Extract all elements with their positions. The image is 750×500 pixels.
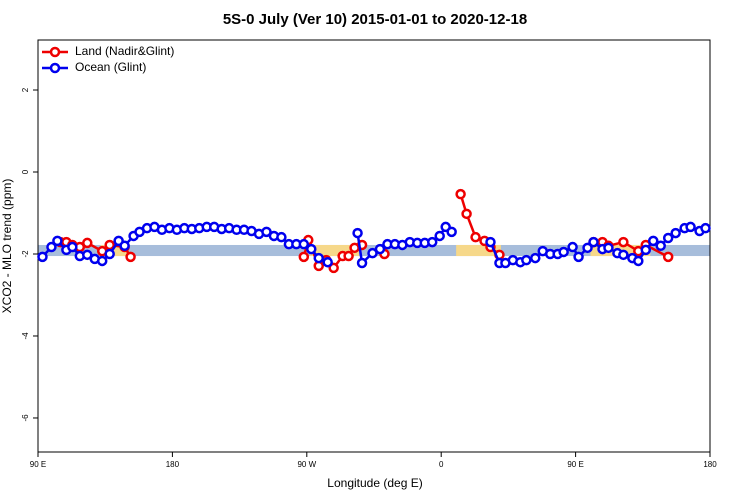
data-point <box>46 241 57 253</box>
data-point <box>648 235 659 247</box>
y-tick-label: -6 <box>21 414 30 422</box>
data-point <box>700 222 711 234</box>
chart-title: 5S-0 July (Ver 10) 2015-01-01 to 2020-12… <box>223 11 527 28</box>
data-point <box>313 252 324 264</box>
data-point <box>618 236 629 248</box>
data-point <box>633 255 644 267</box>
data-point <box>655 240 666 252</box>
data-point <box>352 227 363 239</box>
data-point <box>82 249 93 261</box>
data-point <box>573 251 584 263</box>
data-point <box>461 208 472 220</box>
data-point <box>322 256 333 268</box>
background-band <box>100 244 128 257</box>
data-point <box>374 243 386 255</box>
data-point <box>52 235 63 247</box>
data-point <box>367 247 378 259</box>
data-point <box>67 241 78 253</box>
data-point <box>485 236 496 248</box>
data-point <box>434 230 445 242</box>
x-axis-label: Longitude (deg E) <box>327 476 422 490</box>
data-point <box>125 251 136 263</box>
data-point <box>426 236 438 248</box>
x-tick-label: 90 E <box>567 460 583 469</box>
y-tick-label: 0 <box>21 169 30 174</box>
data-point <box>298 238 310 250</box>
y-tick-label: 2 <box>21 87 30 92</box>
data-point <box>521 254 532 266</box>
data-point <box>455 188 466 200</box>
legend-label: Land (Nadir&Glint) <box>75 44 174 58</box>
legend-marker <box>49 46 61 58</box>
x-tick-label: 180 <box>166 460 180 469</box>
data-point <box>685 221 696 233</box>
data-point <box>662 251 674 263</box>
x-tick-label: 180 <box>703 460 717 469</box>
plot-frame <box>37 39 711 453</box>
background-band <box>456 244 501 257</box>
data-point <box>618 249 629 261</box>
data-point <box>588 236 599 248</box>
data-point <box>603 242 614 254</box>
y-tick-label: -2 <box>21 250 30 258</box>
data-point <box>306 243 317 255</box>
data-point <box>82 237 93 249</box>
y-tick-label: -4 <box>21 332 30 340</box>
data-point <box>276 231 287 243</box>
x-tick-label: 90 W <box>297 460 316 469</box>
legend-marker <box>49 62 61 74</box>
data-point <box>446 226 457 238</box>
data-point <box>261 226 272 238</box>
x-tick-label: 90 E <box>30 460 46 469</box>
data-point <box>567 241 578 253</box>
data-point <box>640 244 652 256</box>
background-band <box>309 244 360 257</box>
data-point <box>37 251 48 263</box>
data-point <box>298 251 310 263</box>
data-point <box>104 248 115 260</box>
x-tick-label: 0 <box>439 460 444 469</box>
data-point <box>582 242 593 254</box>
data-point <box>96 255 108 267</box>
data-point <box>662 232 674 244</box>
legend-label: Ocean (Glint) <box>75 60 146 74</box>
data-point <box>328 262 339 274</box>
data-point <box>470 231 481 243</box>
data-point <box>119 240 130 252</box>
data-point <box>356 257 368 269</box>
data-point <box>670 227 681 239</box>
y-axis-label: XCO2 - MLO trend (ppm) <box>0 179 14 314</box>
data-point <box>343 250 354 262</box>
data-point <box>558 246 569 258</box>
data-point <box>530 252 541 264</box>
